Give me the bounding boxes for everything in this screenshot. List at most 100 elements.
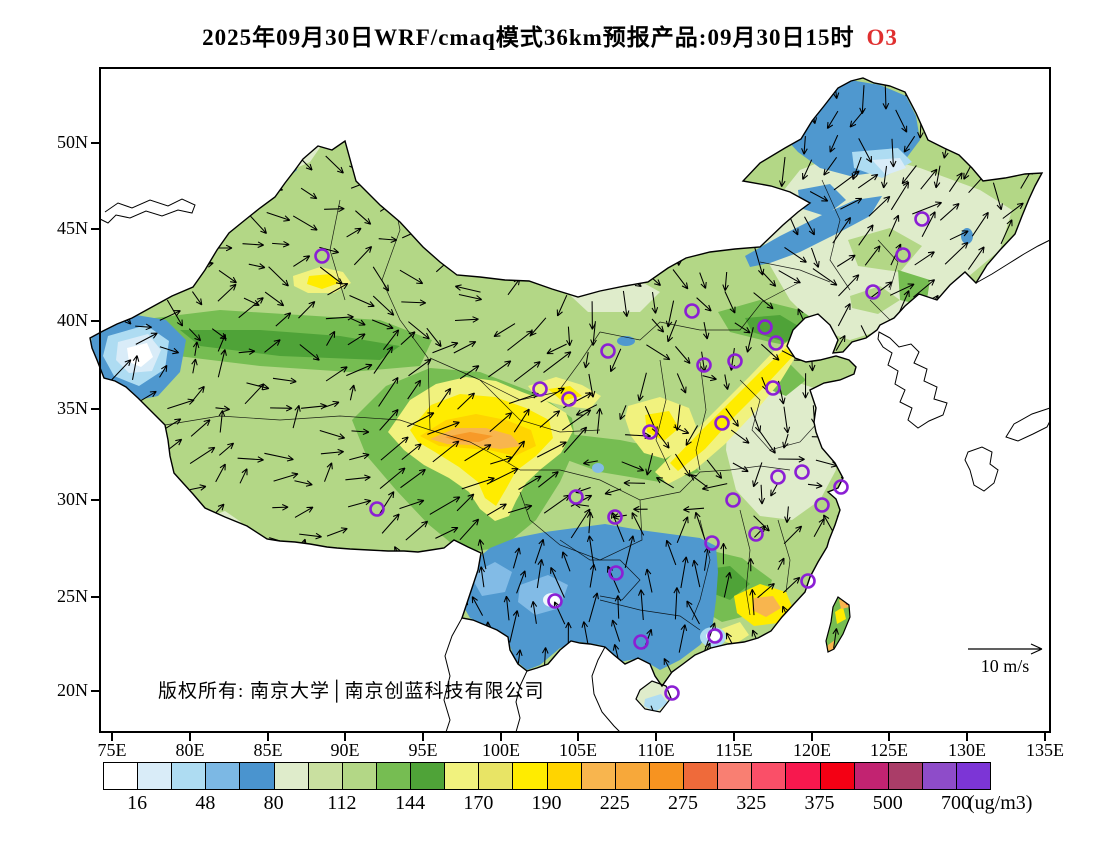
wind-arrow [834, 379, 846, 395]
province-border-line [519, 469, 643, 561]
wind-arrow [193, 201, 219, 211]
wind-arrow [650, 705, 658, 712]
wind-arrow [508, 440, 526, 463]
wind-arrow [272, 504, 289, 511]
wind-arrow [699, 272, 707, 289]
wind-arrow [454, 284, 481, 293]
wind-arrow [355, 700, 362, 712]
wind-arrow [1023, 106, 1030, 125]
wind-arrow [1017, 574, 1025, 596]
wind-arrow [913, 675, 923, 697]
wind-arrow [758, 484, 766, 505]
station-marker-Wuhan [725, 492, 741, 508]
wind-arrow [188, 163, 208, 185]
wind-arrow [534, 538, 545, 564]
wind-arrow [1015, 616, 1030, 626]
province-border-line [777, 519, 791, 593]
wind-arrow [382, 329, 400, 351]
wind-arrow [637, 372, 647, 402]
wind-arrow [475, 642, 491, 673]
wind-arrow [694, 511, 706, 540]
wind-arrow [319, 429, 346, 440]
wind-arrow [540, 84, 551, 106]
wind-arrow [999, 513, 1014, 524]
wind-arrow [157, 580, 179, 593]
wind-arrow [102, 136, 126, 153]
colorbar-cell-6 [307, 762, 343, 790]
wind-arrow [673, 192, 681, 214]
wind-arrow [410, 180, 434, 189]
wind-arrow [890, 600, 899, 616]
wind-arrow [139, 505, 156, 513]
wind-arrow [967, 109, 981, 137]
wind-arrow [836, 515, 847, 533]
wind-arrow [807, 482, 823, 489]
field-region-xian-core [645, 411, 679, 441]
wind-arrow [108, 642, 135, 649]
wind-arrow [734, 163, 743, 187]
wind-arrow [400, 468, 426, 489]
wind-arrow [244, 383, 265, 405]
wind-arrow [462, 647, 476, 674]
wind-arrow [138, 594, 157, 608]
wind-arrow [305, 650, 328, 658]
wind-arrow [327, 282, 349, 296]
wind-arrow [678, 134, 697, 146]
wind-arrow [419, 573, 428, 589]
wind-arrow [860, 628, 869, 644]
station-marker-Shanghai [833, 479, 849, 495]
colorbar-cell-22 [853, 762, 889, 790]
wind-arrow [896, 455, 914, 463]
wind-arrow [109, 359, 132, 382]
field-region-tw-yellow [835, 607, 846, 624]
wind-arrow [543, 351, 572, 374]
outline-lake-balkhash [99, 198, 196, 224]
wind-arrow [110, 457, 139, 465]
wind-arrow [288, 701, 298, 712]
wind-arrow [895, 542, 902, 564]
wind-arrow [920, 168, 938, 190]
colorbar-cell-14 [580, 762, 616, 790]
wind-arrow [272, 240, 290, 248]
wind-arrow [743, 131, 756, 148]
wind-arrow [188, 328, 202, 342]
field-region-xj-white [127, 343, 153, 367]
wind-arrow [725, 632, 734, 646]
wind-arrow [784, 506, 791, 523]
wind-arrow [322, 400, 340, 409]
wind-arrow [317, 658, 325, 675]
wind-arrow [833, 170, 860, 191]
wind-arrow [165, 108, 180, 127]
wind-arrow [192, 385, 205, 401]
wind-arrow [888, 214, 900, 237]
wind-arrow [697, 681, 706, 703]
wind-arrow [917, 459, 943, 468]
wind-arrow [326, 330, 336, 346]
wind-arrow [646, 344, 671, 361]
wind-arrow [995, 351, 1021, 358]
colorbar-label-144: 144 [395, 792, 426, 814]
wind-arrow [156, 186, 179, 197]
wind-arrow [480, 192, 490, 212]
wind-arrow [346, 613, 364, 621]
colorbar-label-190: 190 [531, 792, 562, 814]
wind-arrow [676, 516, 689, 543]
wind-arrow [383, 590, 406, 599]
wind-arrow [802, 373, 809, 399]
province-border-line [739, 379, 821, 451]
wind-arrow [864, 398, 879, 406]
wind-arrow [929, 639, 950, 653]
wind-arrow [536, 441, 567, 458]
wind-arrow [376, 81, 403, 90]
field-region-ne-paleblue [872, 158, 906, 175]
wind-arrow [401, 443, 422, 461]
province-border-line [759, 261, 831, 283]
wind-arrow [556, 294, 568, 317]
wind-arrow [903, 135, 916, 153]
wind-arrow [111, 482, 126, 490]
wind-arrow [264, 339, 281, 353]
wind-arrow [770, 482, 779, 497]
wind-arrow [273, 472, 299, 482]
wind-arrow [861, 660, 869, 680]
